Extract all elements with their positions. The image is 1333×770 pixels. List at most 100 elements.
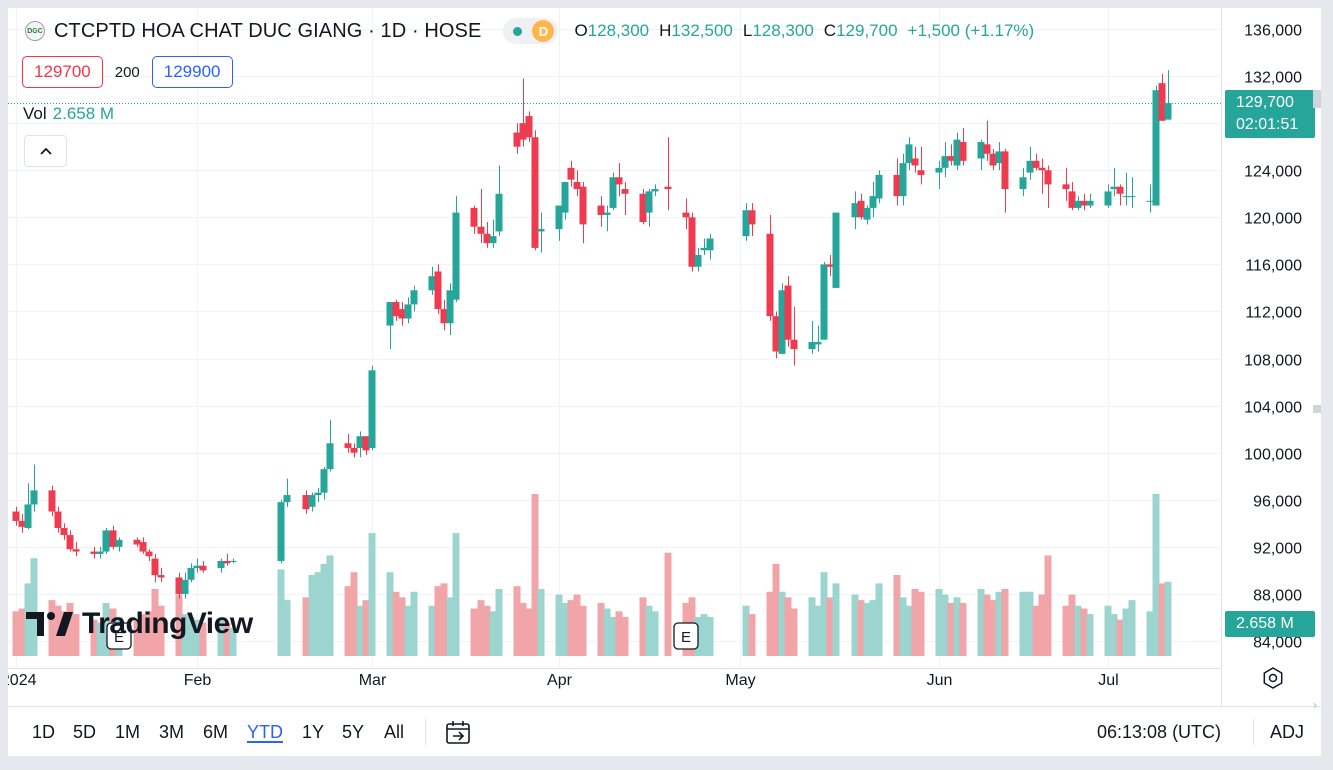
candle (567, 160, 575, 187)
scroll-right-arrow-icon[interactable]: › (1313, 698, 1317, 712)
candle-body (953, 139, 961, 166)
range-5d-button[interactable]: 5D (73, 721, 97, 742)
candle (308, 492, 316, 512)
candle (368, 365, 376, 451)
range-all-button[interactable]: All (384, 721, 405, 742)
candle-body (766, 233, 774, 317)
utc-clock[interactable]: 06:13:08 (UTC) (1097, 721, 1222, 742)
candle (911, 146, 919, 173)
range-1d-button[interactable]: 1D (32, 721, 56, 742)
candle (60, 523, 68, 540)
range-6m-button[interactable]: 6M (203, 721, 229, 742)
candle (1026, 146, 1034, 180)
volume-legend[interactable]: Vol 2.658 M (23, 104, 114, 124)
close-label: C (823, 21, 837, 40)
candle-body (621, 189, 629, 194)
adjust-data-toggle[interactable]: ADJ (1270, 721, 1305, 742)
candle (350, 443, 358, 458)
candle (133, 537, 141, 547)
volume-bar (766, 591, 774, 656)
volume-bar (983, 594, 991, 656)
y-tick-label: 120,000 (1244, 211, 1302, 228)
close-value: 129,700 (836, 21, 898, 40)
candle (66, 530, 74, 552)
volume-bar (139, 614, 147, 656)
candle (513, 123, 521, 154)
symbol-title[interactable]: CTCPTD HOA CHAT DUC GIANG · 1D · HOSE (54, 19, 482, 42)
delayed-data-badge[interactable]: D (532, 20, 555, 42)
candle (573, 170, 581, 197)
candle (1032, 153, 1040, 171)
volume-legend-value: 2.658 M (52, 104, 115, 123)
volume-bar (175, 594, 183, 656)
candle-body (90, 551, 98, 554)
candle-body (483, 233, 491, 244)
candle (790, 306, 798, 366)
candle-body (157, 575, 165, 578)
candle (778, 283, 786, 354)
candle (96, 546, 104, 559)
candle (356, 431, 364, 458)
candle-body (651, 189, 659, 192)
candle (748, 203, 756, 237)
market-status-pill[interactable]: D (503, 18, 559, 44)
candle (1164, 70, 1172, 120)
volume-bar (995, 591, 1003, 656)
earnings-marker-icon: E (673, 622, 699, 650)
chevron-up-icon (39, 147, 52, 155)
candle-body (1068, 191, 1076, 208)
volume-bar (193, 619, 201, 656)
volume-bar (1019, 591, 1027, 656)
candle-body (302, 495, 310, 510)
volume-bar (525, 608, 533, 656)
candle (1074, 196, 1082, 211)
collapse-legend-button[interactable] (24, 135, 67, 167)
candle-body (452, 212, 460, 300)
go-to-date-icon[interactable] (444, 719, 474, 747)
candle-body (410, 290, 418, 305)
buy-sell-panel: 129700 200 129900 (22, 56, 233, 88)
candle (851, 191, 859, 230)
candle-body (115, 539, 123, 547)
candle (603, 205, 611, 232)
volume-bar (24, 583, 32, 656)
volume-bar (609, 616, 617, 656)
buy-button[interactable]: 129900 (151, 56, 233, 88)
range-ytd-button[interactable]: YTD (247, 707, 283, 756)
y-tick-label: 84,000 (1253, 635, 1302, 652)
candle-body (109, 530, 117, 547)
volume-bar (133, 619, 141, 656)
volume-bar (320, 563, 328, 656)
range-5y-button[interactable]: 5Y (342, 721, 365, 742)
candle-body (875, 174, 883, 199)
candle-body (947, 156, 955, 161)
volume-bar (72, 614, 80, 656)
candle-body (326, 443, 334, 470)
volume-bar (398, 597, 406, 656)
range-1y-button[interactable]: 1Y (302, 721, 325, 742)
x-tick-label: Jul (1098, 672, 1118, 689)
candle-body (368, 370, 376, 448)
candle-body (48, 490, 56, 512)
candle (1044, 165, 1052, 208)
volume-bar (826, 597, 834, 656)
candle-body (404, 304, 412, 319)
volume-bar (772, 563, 780, 656)
candle (953, 132, 961, 171)
symbol-logo[interactable]: DGC (25, 21, 45, 41)
candle (905, 137, 913, 171)
candle-body (911, 158, 919, 166)
candle (302, 490, 310, 514)
candle (1122, 172, 1130, 206)
tradingview-watermark[interactable]: TradingView (26, 607, 253, 641)
range-3m-button[interactable]: 3M (159, 721, 185, 742)
chart-canvas[interactable]: 136,000132,000128,000124,000120,000116,0… (8, 8, 1321, 706)
candle-body (102, 530, 110, 552)
volume-bar (917, 591, 925, 656)
sell-button[interactable]: 129700 (22, 56, 103, 88)
volume-bar (555, 594, 563, 656)
candle (989, 149, 997, 171)
volume-bar (748, 614, 756, 656)
range-1m-button[interactable]: 1M (115, 721, 141, 742)
earnings-marker-icon: E (106, 622, 132, 650)
